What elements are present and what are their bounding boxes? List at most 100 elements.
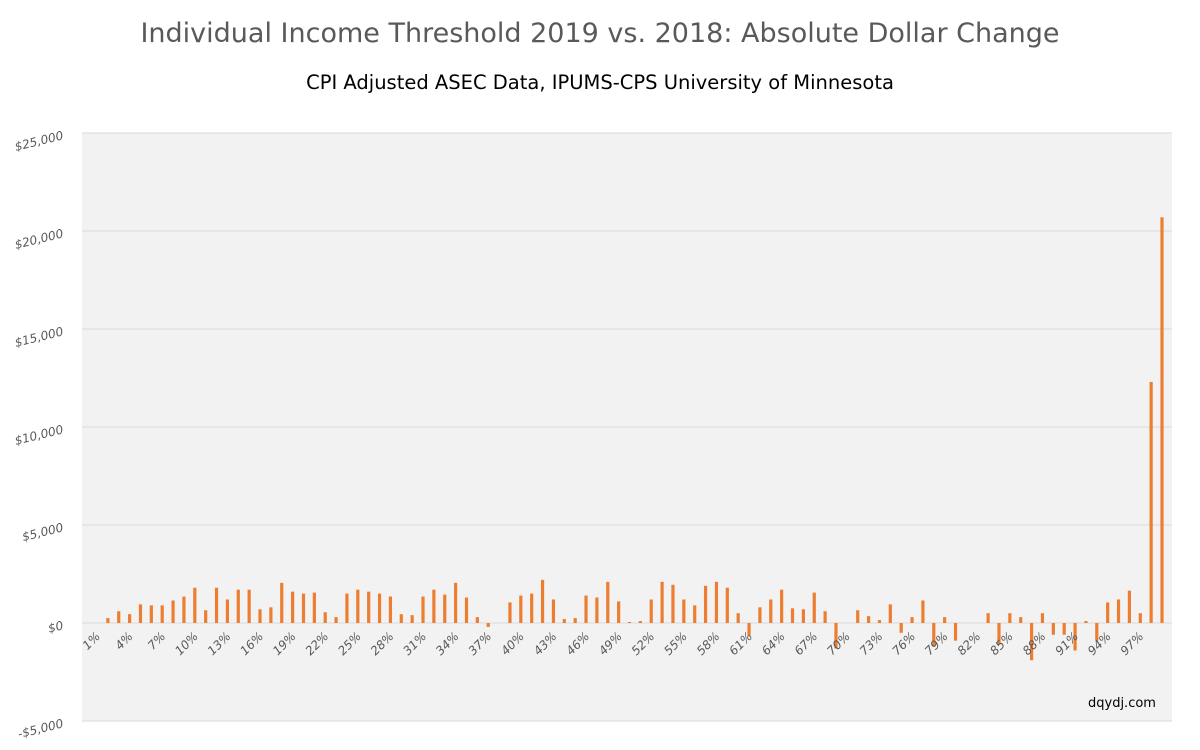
bar-73% [877,620,882,623]
bar-87% [1029,623,1034,661]
bar-20% [301,593,306,623]
bar-60% [736,613,740,623]
bar-92% [1084,621,1088,623]
y-tick-label: $10,000 [13,422,65,448]
bar-12% [214,587,219,623]
bar-21% [312,592,316,623]
bar-88% [1040,613,1045,623]
bar-13% [225,599,230,623]
bar-50% [627,622,632,623]
y-tick-label: $20,000 [13,226,65,252]
y-tick-label: $5,000 [21,520,65,544]
bar-40% [519,595,523,623]
bar-64% [780,589,784,623]
bar-23% [334,617,338,623]
bar-89% [1051,623,1055,635]
bar-28% [388,596,393,623]
bar-17% [269,607,273,623]
bar-95% [1116,599,1121,623]
bar-14% [236,589,240,623]
bar-35% [464,597,469,623]
bar-7% [160,605,164,623]
bar-86% [1019,617,1023,623]
bar-45% [573,618,577,623]
bar-15% [247,589,251,623]
bar-41% [530,593,534,623]
bar-33% [443,594,447,623]
bar-79% [943,617,947,623]
bar-78% [932,623,936,647]
bar-75% [899,623,903,633]
bar-90% [1062,623,1066,635]
bar-84% [997,623,1001,645]
y-tick-label: $25,000 [13,128,65,154]
bar-16% [258,609,262,623]
bar-8% [171,600,175,623]
bar-25% [356,589,360,623]
bar-10% [193,587,197,623]
bar-61% [747,623,751,636]
bar-44% [562,619,566,623]
y-tick-label: $15,000 [13,324,65,350]
bar-94% [1106,602,1110,623]
chart-title: Individual Income Threshold 2019 vs. 201… [140,18,1060,49]
bar-83% [986,613,990,623]
bar-6% [149,605,153,623]
bar-2% [106,618,110,623]
bar-9% [182,596,186,623]
bar-18% [280,582,284,623]
bar-49% [617,601,621,623]
bar-80% [953,623,958,641]
bar-85% [1008,613,1012,623]
bar-24% [345,593,349,623]
bar-42% [540,579,545,623]
bar-96% [1127,590,1131,623]
bar-91% [1073,623,1077,651]
bar-22% [323,612,327,623]
bar-68% [823,611,827,623]
bar-32% [432,589,436,623]
bar-57% [703,585,708,623]
bar-69% [834,623,838,649]
bar-34% [454,582,458,623]
bar-47% [595,597,599,623]
y-tick-label: $0 [47,618,66,635]
bar-63% [769,599,773,623]
bar-66% [801,609,805,623]
bar-98% [1149,381,1153,623]
bar-46% [584,595,588,623]
bar-97% [1138,613,1142,623]
bar-5% [138,604,143,623]
bar-52% [649,599,653,623]
bar-27% [377,593,382,623]
bar-58% [714,581,719,623]
bar-62% [758,607,762,623]
bar-48% [606,581,610,623]
bar-26% [367,591,371,623]
bar-30% [410,615,414,623]
bar-67% [812,592,816,623]
bar-99% [1160,217,1164,623]
source-credit: dqydj.com [1088,696,1156,711]
bar-74% [888,604,892,623]
bar-43% [551,599,556,623]
bar-53% [660,581,664,623]
bar-29% [399,614,403,623]
bar-19% [291,591,295,623]
bar-76% [910,617,914,623]
bar-39% [508,602,512,623]
chart-subtitle: CPI Adjusted ASEC Data, IPUMS-CPS Univer… [306,71,894,94]
bar-56% [693,605,697,623]
bar-72% [866,616,871,623]
bar-71% [856,610,860,623]
y-tick-label: -$5,000 [16,716,65,741]
bar-37% [486,623,490,627]
bar-59% [725,587,729,623]
bar-51% [638,621,642,623]
bar-3% [117,611,121,623]
bar-93% [1095,623,1099,641]
bar-11% [204,610,208,623]
bar-65% [790,608,795,623]
